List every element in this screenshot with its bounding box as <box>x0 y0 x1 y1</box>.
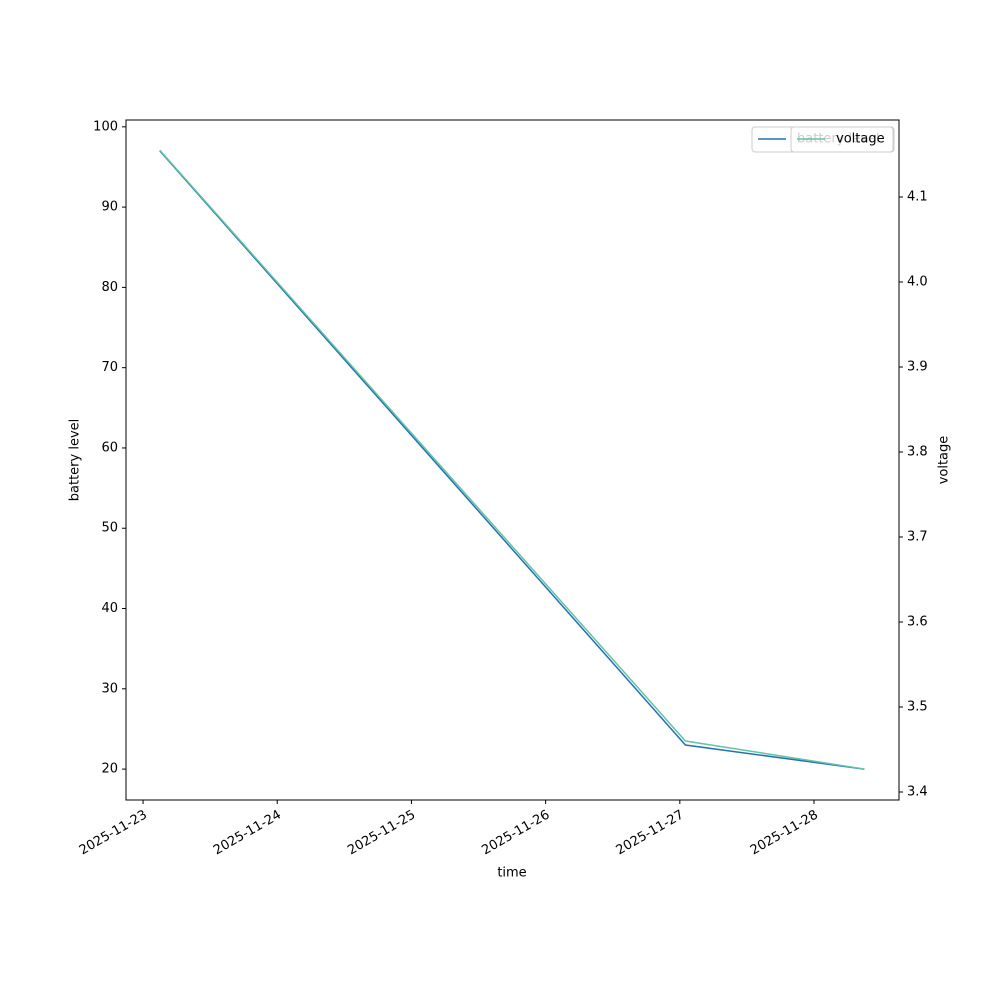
y-tick-label: 70 <box>101 360 118 375</box>
y-tick-label: 40 <box>101 601 118 616</box>
y-tick-label: 100 <box>93 119 118 134</box>
data-line <box>159 150 865 770</box>
x-tick-label: 2025-11-25 <box>345 808 418 859</box>
y2-tick-label: 3.9 <box>907 360 928 375</box>
x-tick-label: 2025-11-24 <box>211 808 284 859</box>
y-tick-label: 80 <box>101 280 118 295</box>
x-axis-label: time <box>497 866 526 881</box>
x-tick-label: 2025-11-23 <box>77 808 150 859</box>
x-tick-label: 2025-11-28 <box>748 808 821 859</box>
y-tick-label: 20 <box>101 762 118 777</box>
legend-label: voltage <box>836 132 885 147</box>
data-line <box>159 149 865 770</box>
y2-tick-label: 4.0 <box>907 275 928 290</box>
y2-tick-label: 3.8 <box>907 445 928 460</box>
y2-axis-label: voltage <box>937 436 952 485</box>
y2-tick-label: 3.5 <box>907 700 928 715</box>
y2-tick-label: 4.1 <box>907 190 928 205</box>
y2-tick-label: 3.6 <box>907 615 928 630</box>
y-tick-label: 60 <box>101 440 118 455</box>
plot-frame <box>125 119 900 801</box>
legend-box <box>790 126 894 153</box>
y-tick-label: 90 <box>101 200 118 215</box>
x-tick-label: 2025-11-26 <box>479 808 552 859</box>
y2-tick-label: 3.7 <box>907 530 928 545</box>
y-axis-label: battery level <box>68 419 83 502</box>
y-tick-label: 30 <box>101 681 118 696</box>
y2-tick-label: 3.4 <box>907 785 928 800</box>
x-tick-label: 2025-11-27 <box>614 808 687 859</box>
y-tick-label: 50 <box>101 521 118 536</box>
